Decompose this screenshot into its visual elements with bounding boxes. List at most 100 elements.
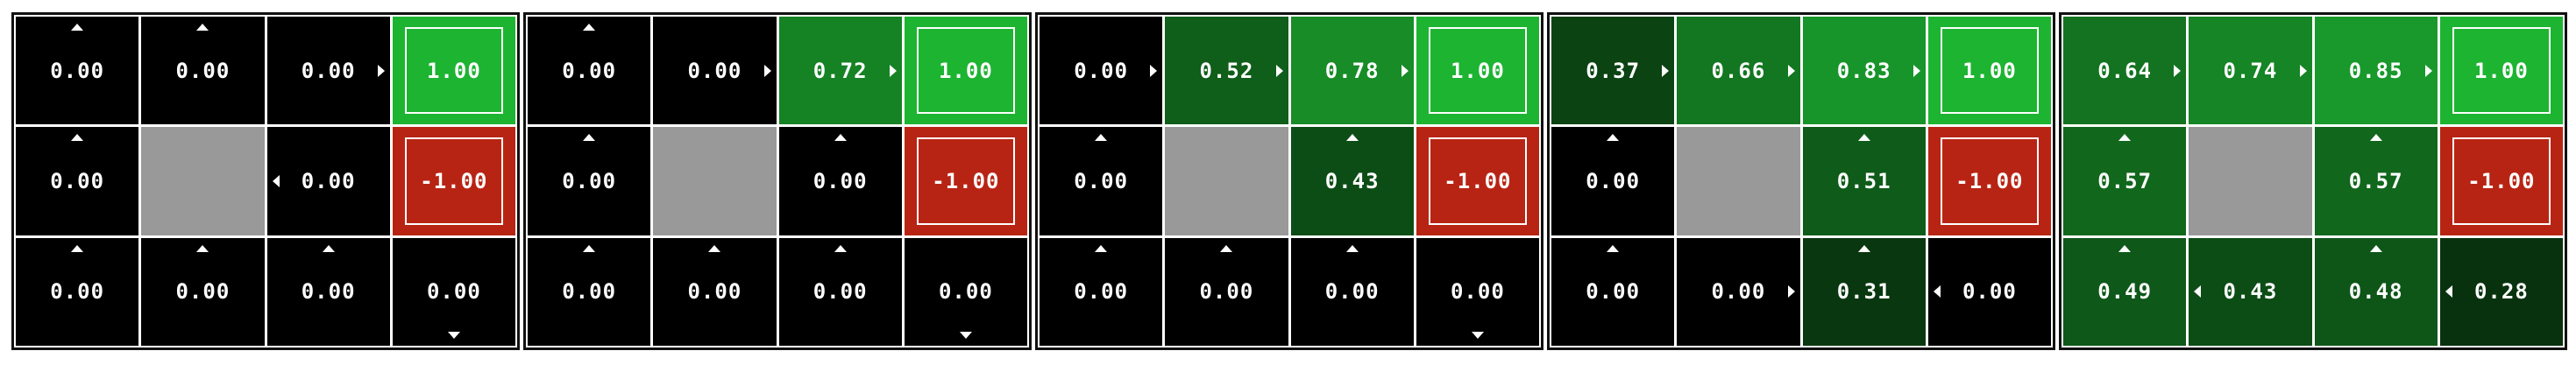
- state-cell: 0.43: [1290, 127, 1414, 235]
- pit-cell: -1.00: [1416, 127, 1539, 235]
- state-cell: 0.66: [1677, 17, 1800, 125]
- arrow-right-icon: [377, 64, 385, 77]
- state-cell: 0.43: [2189, 237, 2312, 346]
- arrow-up-icon: [71, 244, 84, 252]
- arrow-up-icon: [196, 244, 209, 252]
- state-value: 0.00: [1074, 58, 1129, 83]
- arrow-up-icon: [1095, 134, 1108, 142]
- state-value: 0.00: [1711, 279, 1766, 305]
- state-value: 0.74: [2223, 58, 2278, 83]
- arrow-up-icon: [1607, 244, 1620, 252]
- state-value: 0.00: [301, 279, 356, 305]
- state-cell: 0.37: [1551, 17, 1675, 125]
- arrow-up-icon: [322, 244, 335, 252]
- arrow-up-icon: [583, 24, 596, 31]
- wall-cell: [1677, 127, 1800, 235]
- state-value: 1.00: [2473, 58, 2529, 83]
- state-value: 0.00: [50, 279, 105, 305]
- state-value: 1.00: [1450, 58, 1505, 83]
- state-cell: 0.00: [778, 127, 902, 235]
- state-value: 0.00: [813, 168, 868, 193]
- state-value: 0.64: [2097, 58, 2153, 83]
- state-value: -1.00: [1444, 168, 1512, 193]
- wall-cell: [1165, 127, 1288, 235]
- state-cell: 0.00: [653, 237, 777, 346]
- state-cell: 0.00: [1416, 237, 1539, 346]
- arrow-right-icon: [763, 64, 771, 77]
- arrow-right-icon: [1150, 64, 1158, 77]
- state-value: 0.85: [2348, 58, 2403, 83]
- state-value: 0.00: [938, 279, 993, 305]
- state-cell: 0.00: [528, 127, 651, 235]
- pit-cell: -1.00: [392, 127, 515, 235]
- state-cell: 0.64: [2063, 17, 2187, 125]
- state-cell: 0.31: [1802, 237, 1926, 346]
- state-value: 0.72: [813, 58, 868, 83]
- state-value: 0.00: [1324, 279, 1380, 305]
- arrow-up-icon: [196, 24, 209, 31]
- state-cell: 0.28: [2439, 237, 2563, 346]
- arrow-right-icon: [2424, 64, 2432, 77]
- arrow-up-icon: [1220, 244, 1233, 252]
- arrow-down-icon: [447, 332, 460, 339]
- pit-cell: -1.00: [2439, 127, 2563, 235]
- arrow-right-icon: [1912, 64, 1920, 77]
- arrow-right-icon: [2299, 64, 2307, 77]
- state-cell: 0.85: [2314, 17, 2438, 125]
- state-value: 0.00: [562, 279, 617, 305]
- state-cell: 0.00: [1040, 127, 1163, 235]
- state-value: 0.00: [426, 279, 481, 305]
- grid-panel-1: 0.00 0.00 0.00 1.00 0.00 0.00 -1.00 0.00 0.00 0.0…: [11, 12, 520, 350]
- state-cell: 0.00: [141, 237, 265, 346]
- goal-cell: 1.00: [392, 17, 515, 125]
- state-cell: 0.00: [778, 237, 902, 346]
- state-cell: 0.00: [266, 237, 390, 346]
- arrow-right-icon: [889, 64, 897, 77]
- state-value: -1.00: [2467, 168, 2536, 193]
- state-value: 0.00: [50, 168, 105, 193]
- state-cell: 0.00: [16, 17, 139, 125]
- grid-panel-4: 0.37 0.66 0.83 1.00 0.00 0.51 -1.00 0.00 0.00 0.3…: [1547, 12, 2055, 350]
- state-cell: 0.00: [16, 127, 139, 235]
- arrow-right-icon: [1401, 64, 1409, 77]
- state-value: 1.00: [426, 58, 481, 83]
- state-value: 0.51: [1836, 168, 1891, 193]
- state-cell: 0.78: [1290, 17, 1414, 125]
- state-value: 0.00: [687, 58, 742, 83]
- state-value: 0.57: [2097, 168, 2153, 193]
- state-value: 0.00: [1962, 279, 2017, 305]
- state-value: 0.57: [2348, 168, 2403, 193]
- state-value: 0.31: [1836, 279, 1891, 305]
- arrow-up-icon: [834, 134, 847, 142]
- state-cell: 0.00: [1290, 237, 1414, 346]
- state-cell: 0.00: [266, 127, 390, 235]
- state-value: -1.00: [1955, 168, 2024, 193]
- state-cell: 0.83: [1802, 17, 1926, 125]
- state-cell: 0.00: [653, 17, 777, 125]
- arrow-left-icon: [1933, 285, 1941, 298]
- state-cell: 0.48: [2314, 237, 2438, 346]
- state-value: -1.00: [420, 168, 488, 193]
- arrow-down-icon: [959, 332, 972, 339]
- arrow-up-icon: [1607, 134, 1620, 142]
- arrow-up-icon: [71, 24, 84, 31]
- state-value: 0.00: [813, 279, 868, 305]
- pit-cell: -1.00: [904, 127, 1027, 235]
- arrow-up-icon: [1857, 134, 1870, 142]
- state-value: 0.00: [1074, 279, 1129, 305]
- arrow-left-icon: [2194, 285, 2202, 298]
- state-value: 0.49: [2097, 279, 2153, 305]
- state-value: 0.00: [1074, 168, 1129, 193]
- state-value: 0.00: [1450, 279, 1505, 305]
- grid-panel-5: 0.64 0.74 0.85 1.00 0.57 0.57 -1.00 0.49 0.43 0.4…: [2059, 12, 2567, 350]
- state-value: 1.00: [1962, 58, 2017, 83]
- state-cell: 0.00: [1165, 237, 1288, 346]
- arrow-up-icon: [1857, 244, 1870, 252]
- state-cell: 0.00: [1040, 17, 1163, 125]
- state-value: 0.00: [562, 168, 617, 193]
- state-value: 0.00: [50, 58, 105, 83]
- goal-cell: 1.00: [1416, 17, 1539, 125]
- arrow-up-icon: [71, 134, 84, 142]
- arrow-right-icon: [1275, 64, 1283, 77]
- arrow-right-icon: [2174, 64, 2182, 77]
